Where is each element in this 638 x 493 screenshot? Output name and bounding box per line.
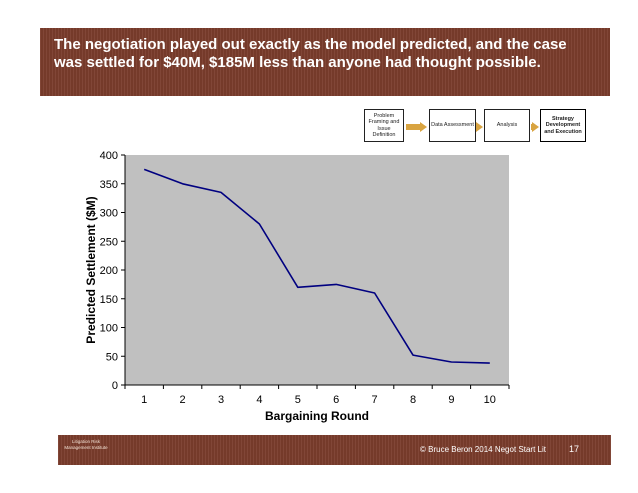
process-step-data-assessment: Data Assessment	[429, 109, 476, 142]
x-tick-label: 3	[218, 394, 224, 406]
slide-title: The negotiation played out exactly as th…	[54, 36, 567, 71]
institute-logo: Litigation Risk Management Institute	[64, 439, 108, 450]
page-number: 17	[569, 444, 580, 454]
x-tick-label: 9	[448, 394, 454, 406]
x-tick-label: 2	[180, 394, 186, 406]
x-tick-label: 6	[333, 394, 339, 406]
y-tick-label: 400	[100, 150, 118, 162]
x-axis-label: Bargaining Round	[265, 409, 369, 423]
x-tick-label: 1	[141, 394, 147, 406]
x-axis: 1 2 3 4 5 6 7 8 9 10	[124, 384, 510, 406]
plot-area	[125, 155, 509, 385]
y-tick-label: 0	[112, 380, 118, 392]
y-tick-label: 300	[100, 208, 118, 220]
process-arrow-1-shaft	[406, 124, 420, 130]
y-tick-label: 50	[106, 351, 118, 363]
y-tick-label: 200	[100, 265, 118, 277]
footer-bar: Litigation Risk Management Institute © B…	[58, 435, 611, 465]
x-tick-label: 10	[484, 394, 496, 406]
copyright-text: © Bruce Beron 2014 Negot Start Lit	[420, 445, 546, 454]
x-tick-label: 4	[256, 394, 262, 406]
y-axis-label: Predicted Settlement ($M)	[84, 196, 98, 343]
x-tick-label: 7	[372, 394, 378, 406]
y-tick-label: 150	[100, 294, 118, 306]
x-tick-label: 8	[410, 394, 416, 406]
process-arrow-1-icon	[420, 122, 427, 132]
process-arrow-3-icon	[532, 122, 539, 132]
process-step-problem-framing: Problem Framing and Issue Definition	[364, 109, 404, 142]
process-step-analysis: Analysis	[484, 109, 530, 142]
y-tick-label: 250	[100, 236, 118, 248]
y-tick-label: 100	[100, 323, 118, 335]
x-tick-label: 5	[295, 394, 301, 406]
title-banner: The negotiation played out exactly as th…	[40, 28, 610, 96]
series-line	[143, 168, 490, 364]
process-arrow-2-icon	[476, 122, 483, 132]
y-tick-label: 350	[100, 179, 118, 191]
process-step-strategy-development: Strategy Development and Execution	[540, 109, 586, 142]
y-axis: 0 50 100 150 200 250 300 350 400	[100, 150, 126, 392]
series-group	[143, 168, 490, 364]
